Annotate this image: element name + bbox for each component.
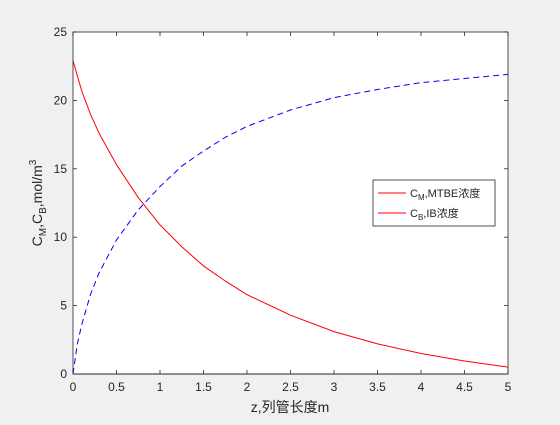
legend-cb-base: C [410,208,418,220]
legend-entry-cb: CB,IB浓度 [410,206,459,222]
legend: CM,MTBE浓度 CB,IB浓度 [372,179,496,227]
legend-cb-sub: B [418,213,423,222]
x-axis-ticks: 0 0.5 1 1.5 2 2.5 3 3.5 4 4.5 5 [70,32,512,394]
legend-cm-sub: M [418,193,425,202]
y-axis-label: CM,CB,mol/m3 [28,159,49,246]
legend-cm-rest: ,MTBE浓度 [425,186,481,200]
series-line-3 [72,73,509,375]
x-tick-label: 3.5 [369,380,386,394]
legend-cb-rest: ,IB浓度 [423,206,458,220]
x-tick-label: 2 [244,380,251,394]
legend-entry-cm: CM,MTBE浓度 [410,186,480,202]
y-tick-label: 25 [54,25,68,39]
y-tick-label: 0 [60,367,67,381]
y-label-sep: ,C [29,214,45,228]
x-tick-label: 2.5 [282,380,299,394]
y-tick-label: 5 [60,299,67,313]
x-axis-label: z,列管长度m [251,399,330,415]
x-tick-label: 4 [418,380,425,394]
y-label-sub-m: M [38,228,49,236]
x-tick-label: 0.5 [108,380,125,394]
y-label-sup: 3 [28,159,39,165]
legend-box [372,179,496,227]
x-tick-label: 4.5 [456,380,473,394]
y-label-unit: ,mol/m [29,165,45,207]
y-tick-label: 20 [54,93,68,107]
legend-cm-base: C [410,188,418,200]
x-tick-label: 1.5 [195,380,212,394]
y-tick-label: 15 [54,162,68,176]
y-axis-ticks: 0 5 10 15 20 25 [54,25,508,381]
x-tick-label: 1 [157,380,164,394]
y-label-c1: C [29,236,45,246]
y-label-sub-b: B [38,207,49,214]
x-tick-label: 3 [331,380,338,394]
x-tick-label: 5 [505,380,512,394]
y-tick-label: 10 [54,230,68,244]
x-tick-label: 0 [70,380,77,394]
series-line-0 [72,60,509,368]
